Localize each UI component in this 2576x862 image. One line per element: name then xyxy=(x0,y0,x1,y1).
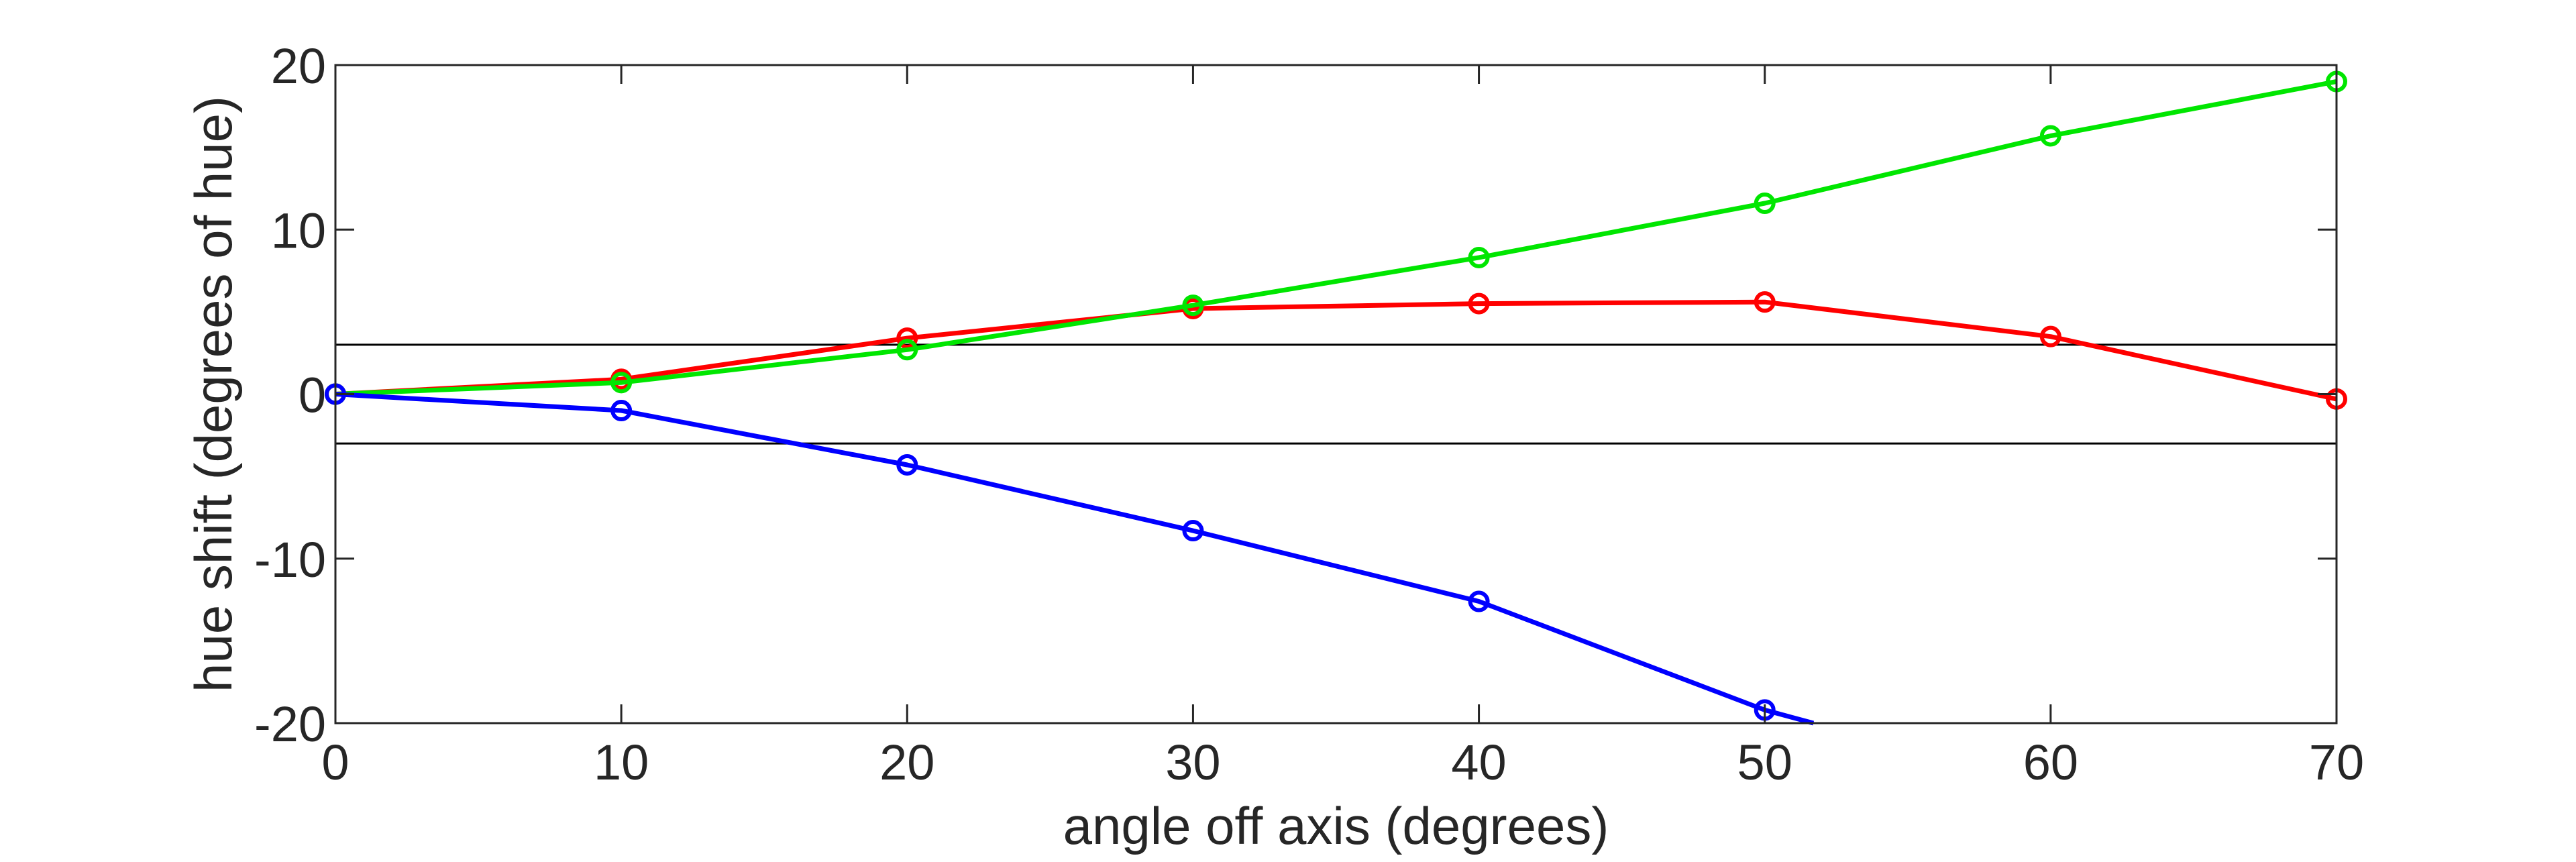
x-tick-label: 40 xyxy=(1451,735,1506,790)
x-tick-label: 30 xyxy=(1165,735,1220,790)
data-point xyxy=(2039,125,2061,147)
series-1 xyxy=(325,70,2347,405)
series-line-1 xyxy=(335,79,2337,396)
x-tick-label: 70 xyxy=(2309,735,2364,790)
x-tick-label: 60 xyxy=(2023,735,2078,790)
data-point xyxy=(1468,246,1490,268)
reference-lines xyxy=(335,343,2337,445)
x-axis-label: angle off axis (degrees) xyxy=(1063,796,1609,855)
x-tick-label: 20 xyxy=(879,735,934,790)
x-tick-label: 10 xyxy=(594,735,649,790)
y-tick-label: 0 xyxy=(299,368,326,423)
data-point xyxy=(610,372,633,394)
data-point xyxy=(1754,193,1776,215)
y-tick-label: 10 xyxy=(271,203,326,258)
data-point xyxy=(1182,294,1204,317)
data-point xyxy=(896,453,918,476)
plot-area xyxy=(335,65,2337,723)
data-point xyxy=(1754,291,1776,313)
ticks-layer: 0 10 20 30 40 50 60 70 20 10 0 -10 -20 xyxy=(254,38,2364,790)
y-tick-label: -20 xyxy=(254,696,326,752)
x-tick-label: 50 xyxy=(1737,735,1792,790)
data-point xyxy=(896,339,918,361)
data-point xyxy=(610,400,633,422)
data-point xyxy=(1468,590,1490,612)
y-tick-label: 20 xyxy=(271,38,326,94)
data-point xyxy=(1468,292,1490,315)
series-line-0 xyxy=(335,299,2337,402)
data-point xyxy=(896,327,918,349)
data-point xyxy=(2039,325,2061,347)
y-axis-label: hue shift (degrees of hue) xyxy=(184,96,243,692)
x-tick-label: 0 xyxy=(321,735,349,790)
y-tick-label: -10 xyxy=(254,532,326,588)
data-point xyxy=(1182,520,1204,542)
